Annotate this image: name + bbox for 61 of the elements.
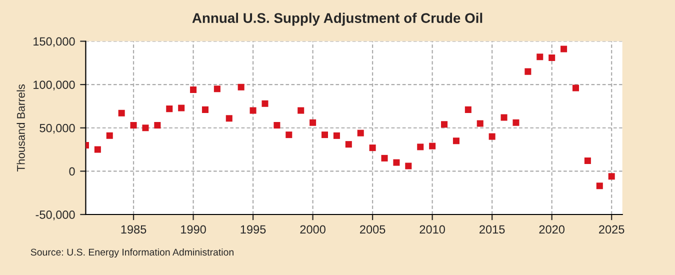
point bbox=[286, 132, 292, 138]
point bbox=[226, 115, 232, 122]
point bbox=[405, 162, 412, 170]
point bbox=[154, 122, 161, 129]
point bbox=[476, 120, 484, 127]
y-tick-label: 150,000 bbox=[34, 37, 75, 48]
point bbox=[190, 86, 197, 94]
y-axis-title: Thousand Barrels bbox=[16, 84, 25, 172]
point bbox=[441, 121, 448, 128]
point bbox=[596, 182, 603, 190]
point bbox=[310, 119, 316, 126]
point bbox=[381, 154, 388, 162]
point bbox=[322, 132, 328, 138]
point bbox=[524, 68, 532, 75]
point bbox=[369, 144, 376, 152]
point bbox=[548, 54, 556, 61]
point bbox=[214, 86, 220, 92]
point bbox=[464, 106, 472, 113]
point bbox=[130, 122, 137, 129]
point bbox=[238, 84, 244, 90]
x-tick-label: 1990 bbox=[181, 225, 206, 234]
point bbox=[250, 107, 256, 114]
point bbox=[512, 119, 520, 126]
point bbox=[417, 144, 424, 150]
x-tick-label: 2010 bbox=[420, 225, 445, 234]
point bbox=[345, 141, 352, 148]
chart-title: Annual U.S. Supply Adjustment of Crude Oil bbox=[192, 12, 482, 26]
x-tick-label: 2015 bbox=[480, 225, 505, 234]
y-tick-label: 0 bbox=[69, 167, 75, 176]
x-tick-label: 1985 bbox=[121, 225, 146, 234]
point bbox=[560, 46, 568, 52]
point bbox=[106, 132, 113, 139]
y-tick-label: -50,000 bbox=[36, 210, 75, 220]
point bbox=[262, 100, 268, 107]
point bbox=[357, 130, 364, 136]
point bbox=[94, 146, 101, 153]
point bbox=[608, 173, 615, 180]
point bbox=[274, 122, 280, 129]
y-tick-label: 100,000 bbox=[34, 80, 75, 90]
point bbox=[584, 158, 591, 164]
point bbox=[298, 107, 304, 114]
point bbox=[166, 106, 173, 112]
point bbox=[429, 142, 436, 150]
point bbox=[393, 159, 400, 166]
x-tick-label: 1995 bbox=[240, 225, 266, 234]
point bbox=[452, 138, 460, 144]
x-tick-label: 2025 bbox=[599, 225, 624, 234]
source-note: Source: U.S. Energy Information Administration bbox=[30, 248, 234, 258]
x-tick-label: 2005 bbox=[360, 225, 386, 234]
point bbox=[178, 104, 185, 112]
x-tick-label: 2020 bbox=[539, 225, 565, 234]
y-tick-label: 50,000 bbox=[40, 124, 75, 134]
point bbox=[118, 110, 125, 116]
point bbox=[500, 114, 508, 121]
point bbox=[333, 132, 340, 139]
point bbox=[488, 133, 496, 140]
x-tick-label: 2000 bbox=[300, 225, 326, 234]
point bbox=[536, 54, 544, 60]
point bbox=[572, 84, 579, 92]
point bbox=[142, 124, 149, 132]
point bbox=[202, 106, 208, 113]
